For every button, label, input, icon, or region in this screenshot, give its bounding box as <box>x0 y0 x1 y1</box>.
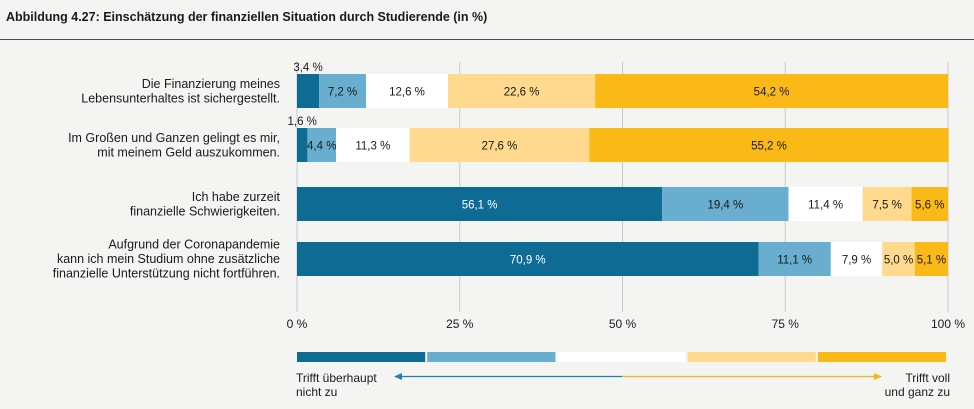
x-tick-label: 0 % <box>287 317 308 331</box>
legend-swatch <box>687 352 816 362</box>
bar-segment <box>409 128 590 162</box>
data-label: 22,6 % <box>504 87 540 99</box>
x-tick-label: 100 % <box>931 317 965 331</box>
bar-segment <box>297 242 759 276</box>
bar-segment <box>595 74 948 108</box>
bar-segment <box>297 187 663 221</box>
bar-segment <box>297 128 308 162</box>
chart-title: Abbildung 4.27: Einschätzung der finanzi… <box>6 10 488 24</box>
category-label: kann ich mein Studium ohne zusätzliche <box>57 252 280 266</box>
category-label: Ich habe zurzeit <box>192 190 281 204</box>
bar-segment <box>319 74 367 108</box>
bar-segment <box>882 242 915 276</box>
x-tick-label: 25 % <box>446 317 474 331</box>
x-tick-label: 50 % <box>609 317 637 331</box>
data-label: 12,6 % <box>389 87 425 99</box>
bar-segment <box>662 187 789 221</box>
data-label: 5,6 % <box>915 200 944 212</box>
data-label: 7,9 % <box>842 255 871 267</box>
legend-right-label: Trifft voll und ganz zu <box>884 371 950 399</box>
data-label: 4,4 % <box>307 141 336 153</box>
data-label: 56,1 % <box>462 200 498 212</box>
data-label: 11,1 % <box>777 255 812 267</box>
legend-arrowhead-left <box>394 373 402 380</box>
category-label: Aufgrund der Coronapandemie <box>108 238 280 252</box>
bar-segment <box>911 187 948 221</box>
data-label: 7,5 % <box>872 200 901 212</box>
category-label: finanzielle Schwierigkeiten. <box>130 204 280 218</box>
data-label: 1,6 % <box>287 116 316 128</box>
legend-arrowhead-right <box>874 373 882 380</box>
bar-segment <box>589 128 949 162</box>
data-label: 54,2 % <box>754 87 790 99</box>
bar-segment <box>366 74 449 108</box>
category-label: Lebensunterhaltes ist sichergestellt. <box>81 91 280 105</box>
title-divider <box>0 39 974 40</box>
bar-segment <box>307 128 337 162</box>
category-label: finanzielle Unterstützung nicht fortführ… <box>53 267 280 281</box>
data-label: 7,2 % <box>328 87 357 99</box>
data-label: 11,4 % <box>808 200 843 212</box>
category-label: mit meinem Geld auszukommen. <box>97 145 280 159</box>
bar-segment <box>758 242 831 276</box>
data-label: 11,3 % <box>355 141 390 153</box>
x-tick-label: 75 % <box>772 317 800 331</box>
bar-segment <box>297 74 320 108</box>
legend-left-label: Trifft überhaupt nicht zu <box>296 371 377 399</box>
data-label: 19,4 % <box>707 200 743 212</box>
bar-segment <box>862 187 912 221</box>
data-label: 5,0 % <box>884 255 913 267</box>
legend-swatch <box>427 352 556 362</box>
legend-swatch <box>557 352 686 362</box>
data-label: 5,1 % <box>917 255 946 267</box>
bar-segment <box>914 242 948 276</box>
data-label: 27,6 % <box>482 141 518 153</box>
data-label: 70,9 % <box>510 255 546 267</box>
bar-segment <box>448 74 596 108</box>
bar-segment <box>830 242 883 276</box>
data-label: 3,4 % <box>293 62 322 74</box>
bar-segment <box>788 187 863 221</box>
bar-segment <box>336 128 410 162</box>
category-label: Die Finanzierung meines <box>142 77 280 91</box>
legend-swatch <box>817 352 946 362</box>
legend-swatch <box>297 352 426 362</box>
category-label: Im Großen und Ganzen gelingt es mir, <box>68 131 280 145</box>
data-label: 55,2 % <box>751 141 787 153</box>
